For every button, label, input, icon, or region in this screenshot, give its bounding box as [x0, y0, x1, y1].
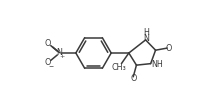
Text: O: O	[45, 58, 51, 67]
Text: N: N	[144, 34, 150, 43]
Text: N: N	[56, 49, 62, 57]
Text: NH: NH	[151, 60, 163, 69]
Text: O: O	[130, 74, 137, 83]
Text: O: O	[166, 44, 172, 53]
Text: O: O	[45, 39, 51, 48]
Text: CH₃: CH₃	[111, 63, 126, 72]
Text: −: −	[49, 63, 54, 68]
Text: H: H	[144, 28, 150, 37]
Text: +: +	[59, 54, 65, 59]
